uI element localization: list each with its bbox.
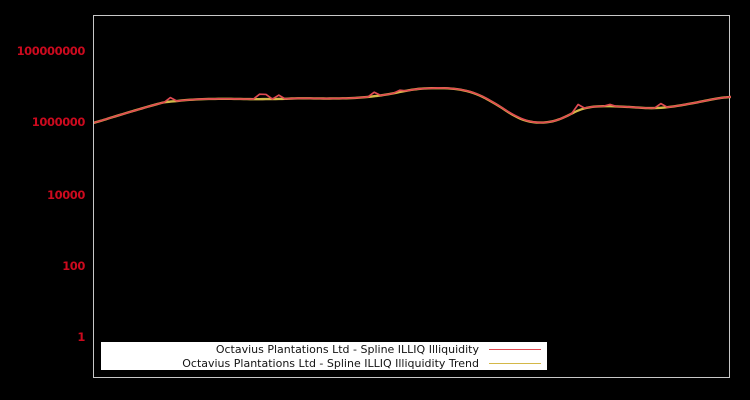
chart-canvas — [94, 86, 731, 124]
legend-swatch-trend — [489, 362, 541, 364]
series-illiquidity-group — [94, 87, 731, 124]
legend-label-trend: Octavius Plantations Ltd - Spline ILLIQ … — [182, 356, 479, 370]
legend-label-illiquidity: Octavius Plantations Ltd - Spline ILLIQ … — [215, 342, 479, 356]
legend-entry-illiquidity: Octavius Plantations Ltd - Spline ILLIQ … — [101, 342, 541, 356]
legend-swatch-illiquidity — [489, 348, 541, 350]
series-trend-group — [94, 86, 731, 124]
y-axis: 100000000 1000000 10000 100 1 — [0, 0, 93, 400]
trend-line — [94, 86, 731, 124]
legend-entry-trend: Octavius Plantations Ltd - Spline ILLIQ … — [101, 356, 541, 370]
plot-area — [93, 15, 731, 378]
y-tick-label-100: 100 — [62, 259, 85, 273]
y-tick-label-10000: 10000 — [46, 188, 85, 202]
y-tick-label-1000000: 1000000 — [31, 115, 86, 129]
illiquidity-line — [94, 87, 731, 124]
legend-box: Octavius Plantations Ltd - Spline ILLIQ … — [100, 341, 548, 371]
y-tick-label-1: 1 — [77, 330, 85, 344]
y-tick-label-100000000: 100000000 — [16, 44, 86, 58]
